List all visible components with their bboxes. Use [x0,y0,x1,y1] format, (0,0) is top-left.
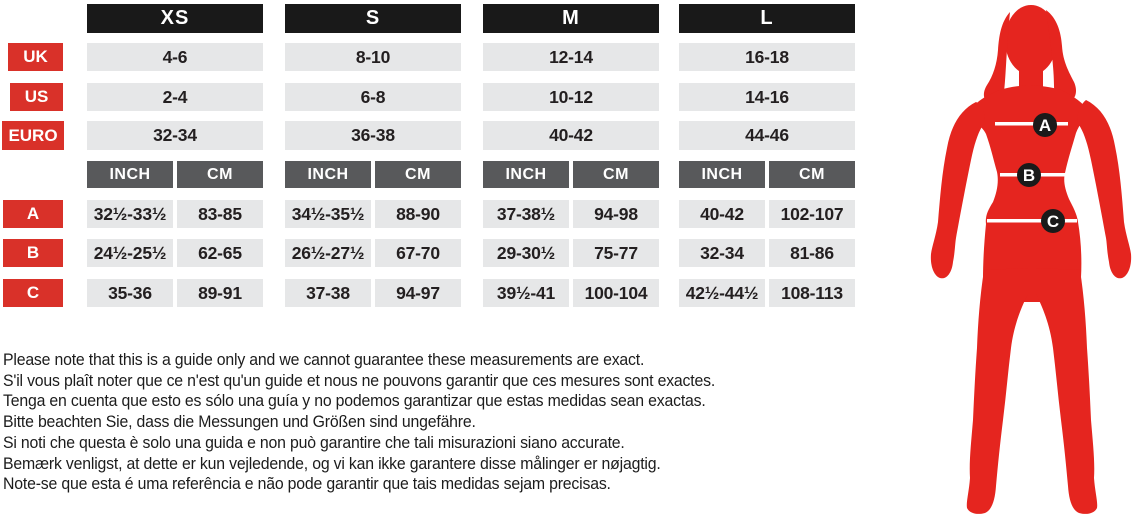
table-cell: 108-113 [769,279,855,307]
table-cell: 89-91 [177,279,263,307]
table-cell: 14-16 [679,83,855,111]
marker-c-label: C [1047,212,1059,231]
unit-header-cm: CM [375,161,461,188]
table-cell: 2-4 [87,83,263,111]
table-cell: 32-34 [679,239,765,267]
figure-hair-left [983,12,1010,105]
figure-arm-left [930,102,985,279]
table-cell: 10-12 [483,83,659,111]
table-cell: 37-38½ [483,200,569,228]
unit-header-inch: INCH [87,161,173,188]
figure-torso [968,85,1090,302]
table-cell: 39½-41 [483,279,569,307]
table-cell: 67-70 [375,239,461,267]
table-cell: 35-36 [87,279,173,307]
uk-row: UK 4-6 8-10 12-14 16-18 [0,43,860,71]
figure-head [1005,5,1057,75]
marker-a-label: A [1039,116,1051,135]
marker-c-circle [1041,209,1065,233]
us-row: US 2-4 6-8 10-12 14-16 [0,83,860,111]
row-label-uk: UK [8,43,63,71]
size-header-row: XS S M L [0,4,860,33]
disclaimer-line-fr: S'il vous plaît noter que ce n'est qu'un… [3,371,716,390]
size-header-s: S [285,4,461,33]
marker-b-label: B [1023,166,1035,185]
table-cell: 81-86 [769,239,855,267]
row-label-c: C [3,279,63,307]
table-cell: 75-77 [573,239,659,267]
table-cell: 42½-44½ [679,279,765,307]
table-cell: 102-107 [769,200,855,228]
table-cell: 6-8 [285,83,461,111]
unit-header-row: INCH CM INCH CM INCH CM INCH CM [0,161,860,188]
disclaimer-line-da: Bemærk venligst, at dette er kun vejlede… [3,454,661,473]
unit-header-inch: INCH [483,161,569,188]
disclaimer-text: Please note that this is a guide only an… [3,350,944,495]
table-cell: 83-85 [177,200,263,228]
disclaimer-line-en: Please note that this is a guide only an… [3,351,645,369]
row-label-us: US [10,83,63,111]
unit-header-cm: CM [177,161,263,188]
table-cell: 29-30½ [483,239,569,267]
table-cell: 34½-35½ [285,200,371,228]
table-cell: 32½-33½ [87,200,173,228]
marker-a-circle [1033,113,1057,137]
table-cell: 16-18 [679,43,855,71]
table-cell: 4-6 [87,43,263,71]
figure-hair-right [1046,10,1076,103]
disclaimer-line-pt: Note-se que esta é uma referência e não … [3,475,611,494]
marker-b-circle [1017,163,1041,187]
table-cell: 100-104 [573,279,659,307]
body-figure: A B C [900,0,1136,516]
table-cell: 24½-25½ [87,239,173,267]
hip-line [987,219,1077,223]
disclaimer-line-de: Bitte beachten Sie, dass die Messungen u… [3,413,476,432]
disclaimer-line-it: Si noti che questa è solo una guida e no… [3,433,625,452]
table-cell: 40-42 [679,200,765,228]
table-cell: 37-38 [285,279,371,307]
euro-row: EURO 32-34 36-38 40-42 44-46 [0,121,860,150]
figure-leg-left [966,268,1028,514]
size-header-xs: XS [87,4,263,33]
figure-svg: A B C [930,5,1132,514]
table-cell: 62-65 [177,239,263,267]
table-cell: 88-90 [375,200,461,228]
figure-arm-right [1077,100,1132,279]
size-header-l: L [679,4,855,33]
table-cell: 44-46 [679,121,855,150]
table-cell: 12-14 [483,43,659,71]
row-label-euro: EURO [2,121,64,150]
table-cell: 94-98 [573,200,659,228]
table-cell: 40-42 [483,121,659,150]
table-cell: 8-10 [285,43,461,71]
unit-header-inch: INCH [679,161,765,188]
measure-row-b: B 24½-25½ 62-65 26½-27½ 67-70 29-30½ 75-… [0,239,860,267]
unit-header-cm: CM [573,161,659,188]
unit-header-cm: CM [769,161,855,188]
measure-row-a: A 32½-33½ 83-85 34½-35½ 88-90 37-38½ 94-… [0,200,860,228]
figure-leg-right [1036,268,1098,514]
row-label-a: A [3,200,63,228]
measure-row-c: C 35-36 89-91 37-38 94-97 39½-41 100-104… [0,279,860,307]
bust-line [995,122,1068,126]
table-cell: 36-38 [285,121,461,150]
table-cell: 94-97 [375,279,461,307]
row-label-b: B [3,239,63,267]
table-cell: 32-34 [87,121,263,150]
size-header-m: M [483,4,659,33]
table-cell: 26½-27½ [285,239,371,267]
unit-header-inch: INCH [285,161,371,188]
disclaimer-line-es: Tenga en cuenta que esto es sólo una guí… [3,392,706,411]
